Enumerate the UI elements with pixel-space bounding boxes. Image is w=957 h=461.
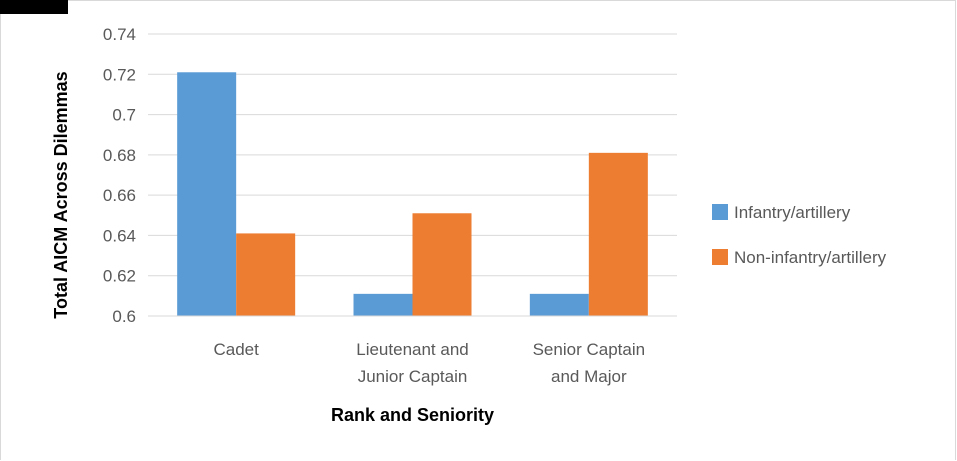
bar [353, 293, 413, 316]
x-category-labels: Cadet Lieutenant and Junior Captain Senior … [213, 340, 645, 386]
legend-label: Infantry/artillery [734, 203, 851, 222]
y-tick-label: 0.7 [112, 106, 136, 125]
y-tick-label: 0.68 [103, 146, 136, 165]
bar [529, 293, 589, 316]
corner-mark [0, 0, 68, 14]
y-axis-title: Total AICM Across Dilemmas [51, 71, 71, 318]
y-tick-label: 0.74 [103, 25, 136, 44]
x-axis-title: Rank and Seniority [331, 405, 494, 425]
legend-swatch [712, 249, 728, 265]
legend: Infantry/artillery Non-infantry/artillery [712, 203, 887, 267]
x-category-label: Cadet [213, 340, 259, 359]
bars [177, 72, 648, 317]
legend-label: Non-infantry/artillery [734, 248, 887, 267]
y-tick-label: 0.62 [103, 267, 136, 286]
x-category-label: Lieutenant and Junior Captain [356, 340, 469, 386]
bar [177, 72, 237, 317]
y-tick-label: 0.6 [112, 307, 136, 326]
bar [236, 233, 296, 316]
y-tick-label: 0.72 [103, 65, 136, 84]
y-tick-label: 0.66 [103, 186, 136, 205]
x-category-label: Senior Captain and Major [533, 340, 645, 386]
y-tick-labels: 0.6 0.62 0.64 0.66 0.68 0.7 0.72 0.74 [103, 25, 136, 326]
bar [412, 213, 472, 316]
legend-swatch [712, 204, 728, 220]
bar [588, 152, 648, 316]
y-tick-label: 0.64 [103, 226, 136, 245]
